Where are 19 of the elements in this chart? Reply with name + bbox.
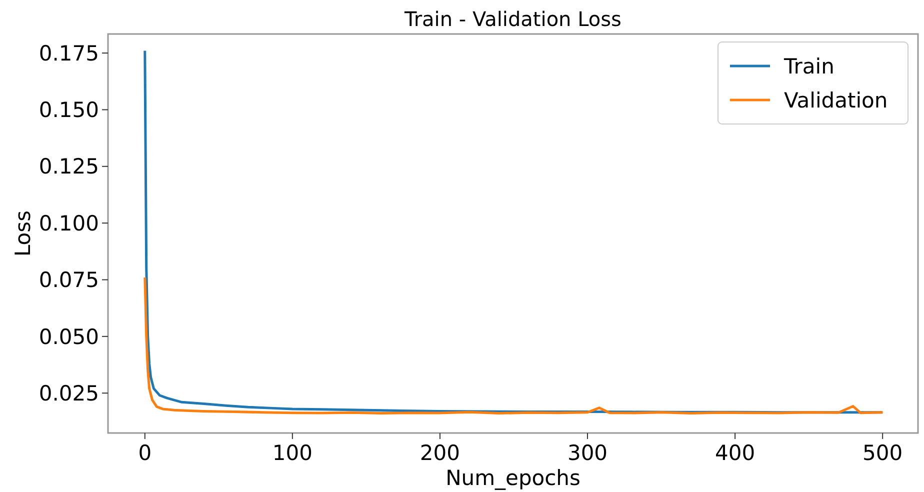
x-tick-label: 500 (862, 441, 903, 465)
y-tick-label: 0.050 (38, 324, 99, 349)
y-tick-label: 0.025 (38, 381, 99, 406)
y-axis-title: Loss (11, 210, 35, 257)
x-tick-label: 100 (272, 441, 312, 465)
x-tick-label: 0 (138, 441, 152, 465)
legend-label: Validation (784, 88, 888, 112)
y-tick-label: 0.100 (38, 211, 99, 236)
x-tick-label: 300 (567, 441, 608, 465)
x-tick-label: 400 (715, 441, 756, 465)
y-tick-label: 0.125 (38, 154, 99, 179)
y-tick-label: 0.150 (38, 98, 99, 122)
legend-label: Train (783, 54, 834, 78)
line-series (144, 276, 884, 415)
chart-title: Train - Validation Loss (404, 7, 622, 31)
y-tick-label: 0.075 (38, 268, 99, 292)
x-tick-label: 200 (420, 441, 460, 465)
x-axis-title: Num_epochs (446, 466, 580, 490)
y-tick-label: 0.175 (38, 41, 99, 66)
